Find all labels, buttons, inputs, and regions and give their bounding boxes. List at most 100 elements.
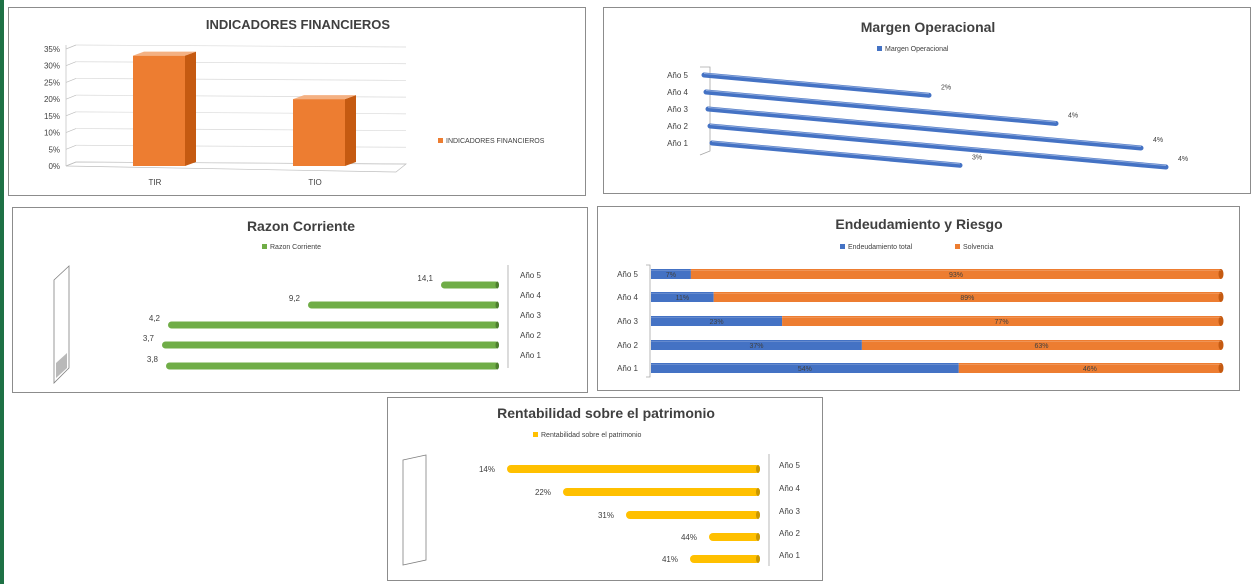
gridline [75,128,407,131]
grid-diagonal [65,128,77,133]
bar-endeudamiento [651,316,783,326]
legend-swatch [262,244,267,249]
bar-3-cap [495,321,499,329]
gridline [75,78,407,81]
gridline [75,61,407,65]
bar-body [701,72,932,98]
bar-cap [1218,340,1224,350]
legend-label: Solvencia [963,244,993,251]
bar-2-cap [495,301,499,309]
bar-5-cap [756,555,760,563]
stacked-row-1 [651,269,1224,279]
legend-label: Endeudamiento total [848,244,913,251]
y-tick-label: Año 3 [779,507,800,516]
bar-2 [703,89,1059,126]
y-tick-label: 20% [44,95,60,104]
grid-diagonal [65,111,77,117]
bar-side [345,95,356,166]
y-tick-label: Año 5 [520,271,541,280]
bar-highlight [707,107,1142,147]
chart-title: Endeudamiento y Riesgo [835,216,1002,232]
bar-5 [166,362,499,370]
gridline [75,94,407,98]
bar-3-body [626,511,760,519]
legend-label: Margen Operacional [885,46,949,53]
bar-highlight [709,124,1167,167]
chart-razon-corriente[interactable]: Razon Corriente Razon Corriente Año 5 14,1… [12,207,588,393]
bar-3 [626,511,760,519]
data-label: 11% [676,295,690,302]
data-label: 4% [1178,156,1188,163]
data-label: 37% [749,343,763,350]
bar-cap [1218,316,1224,326]
y-tick-label: Año 3 [667,105,688,114]
chart-endeudamiento-riesgo[interactable]: Endeudamiento y Riesgo Endeudamiento tot… [597,206,1240,391]
data-label: 44% [681,533,697,542]
data-label: 54% [798,366,812,373]
bar-4 [709,533,760,541]
bar-front [293,99,345,166]
stacked-row-3 [651,316,1224,326]
bar-2-body [308,301,499,309]
bar-endeudamiento [651,363,959,373]
x-tick-label: TIR [149,178,162,187]
data-label: 89% [960,295,974,302]
y-tick-label: Año 1 [779,551,800,560]
grid-diagonal [65,78,77,83]
chart-indicadores-financieros[interactable]: INDICADORES FINANCIEROS 35% 30% 25% 20% 15% 1… [8,7,586,196]
y-tick-label: 0% [48,162,60,171]
data-label: 3,8 [147,355,159,364]
bar-highlight [711,141,961,165]
stacked-row-4 [651,340,1224,350]
data-label: 93% [949,272,963,279]
bar-2 [563,488,760,496]
data-label: 41% [662,555,678,564]
legend-label: INDICADORES FINANCIEROS [446,138,545,145]
data-label: 22% [535,488,551,497]
bar-5-body [166,362,499,370]
bar-cap [1218,363,1224,373]
depth-wall [402,454,427,566]
grid-diagonal [65,94,77,100]
bar-5-body [690,555,760,563]
data-label: 9,2 [289,294,301,303]
bar-endeudamiento [651,269,691,279]
legend-label: Rentabilidad sobre el patrimonio [541,432,641,439]
legend-swatch [877,46,882,51]
chart-margen-operacional[interactable]: Margen Operacional Margen Operacional Año… [603,7,1251,194]
bar-1-cap [756,465,760,473]
y-tick-label: 5% [48,145,60,154]
x-tick-label: TIO [308,178,321,187]
bar-body [709,140,963,168]
bar-4-cap [495,341,499,349]
bar-solvencia [861,340,1221,350]
chart-endeudamiento-svg: Endeudamiento y Riesgo Endeudamiento tot… [617,216,1224,378]
bar-cap [1218,269,1224,279]
bar-body [703,89,1059,126]
bar-top [293,95,356,100]
chart-title: Razon Corriente [247,218,355,234]
bar-1-body [507,465,760,473]
chart-rentabilidad-patrimonio[interactable]: Rentabilidad sobre el patrimonio Rentabi… [387,397,823,581]
bar-1-body [441,281,499,289]
grid-diagonal [65,44,77,50]
data-label: 14% [479,465,495,474]
grid-diagonal [65,144,77,150]
y-tick-label: Año 4 [520,291,541,300]
bar-2-body [563,488,760,496]
y-tick-label: 25% [44,78,60,87]
bar-1-cap [495,281,499,289]
bar-4-body [709,533,760,541]
bar-1 [701,72,932,98]
bar-highlight [703,73,930,95]
data-label: 2% [941,84,951,91]
bar-3 [705,106,1144,151]
bar-5-cap [495,362,499,370]
chart-title: Rentabilidad sobre el patrimonio [497,405,715,421]
y-tick-label: Año 5 [617,270,638,279]
bar-front [133,55,185,166]
stacked-row-2 [651,292,1224,302]
grid-diagonal [65,61,77,67]
data-label: 23% [710,319,724,326]
y-tick-label: 10% [44,129,60,138]
